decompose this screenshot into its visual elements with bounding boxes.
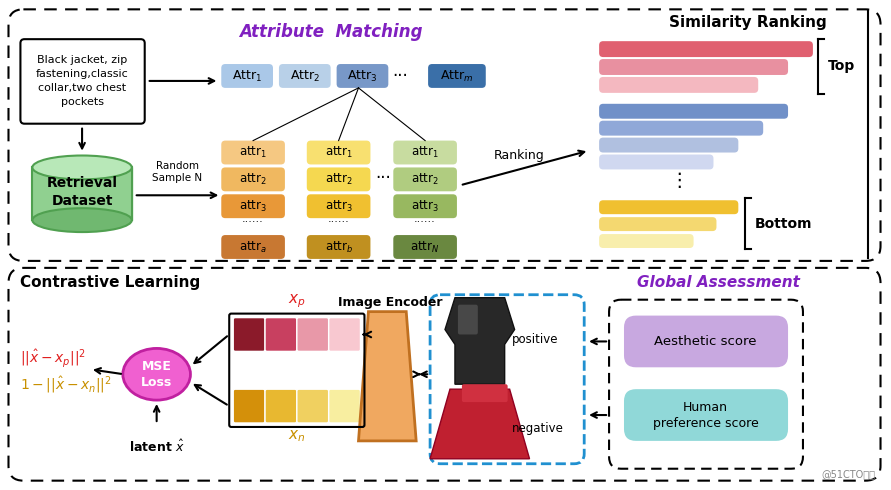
- FancyBboxPatch shape: [599, 138, 739, 152]
- FancyBboxPatch shape: [599, 217, 716, 231]
- Text: Human
preference score: Human preference score: [652, 400, 758, 430]
- FancyBboxPatch shape: [393, 141, 457, 165]
- Text: attr$_3$: attr$_3$: [411, 198, 439, 214]
- Text: Global Assessment: Global Assessment: [637, 275, 800, 290]
- Text: ⋮: ⋮: [669, 171, 689, 190]
- FancyBboxPatch shape: [599, 59, 788, 75]
- FancyBboxPatch shape: [599, 41, 813, 57]
- Text: attr$_3$: attr$_3$: [324, 198, 353, 214]
- Text: Attr$_1$: Attr$_1$: [232, 69, 262, 83]
- Text: Similarity Ranking: Similarity Ranking: [669, 15, 827, 30]
- Text: attr$_N$: attr$_N$: [411, 240, 440, 254]
- Text: Black jacket, zip
fastening,classic
collar,two chest
pockets: Black jacket, zip fastening,classic coll…: [36, 55, 128, 107]
- Text: @51CTO博客: @51CTO博客: [822, 468, 876, 479]
- FancyBboxPatch shape: [624, 389, 788, 441]
- FancyBboxPatch shape: [265, 318, 297, 351]
- Text: $||\hat{x} - x_p||^2$: $||\hat{x} - x_p||^2$: [20, 348, 86, 370]
- Text: attr$_1$: attr$_1$: [239, 145, 267, 160]
- Text: positive: positive: [511, 333, 558, 346]
- Text: Contrastive Learning: Contrastive Learning: [20, 275, 200, 290]
- Text: attr$_1$: attr$_1$: [411, 145, 439, 160]
- FancyBboxPatch shape: [297, 389, 329, 423]
- FancyBboxPatch shape: [307, 168, 371, 191]
- FancyBboxPatch shape: [624, 316, 788, 368]
- Polygon shape: [445, 298, 515, 384]
- FancyBboxPatch shape: [393, 195, 457, 218]
- FancyBboxPatch shape: [599, 200, 739, 214]
- Ellipse shape: [32, 208, 132, 232]
- Text: $1 - ||\hat{x} - x_n||^2$: $1 - ||\hat{x} - x_n||^2$: [20, 374, 112, 394]
- FancyBboxPatch shape: [609, 300, 803, 469]
- FancyBboxPatch shape: [221, 168, 285, 191]
- FancyBboxPatch shape: [233, 318, 265, 351]
- Text: ···: ···: [375, 170, 391, 187]
- FancyBboxPatch shape: [428, 64, 486, 88]
- FancyBboxPatch shape: [297, 318, 329, 351]
- FancyBboxPatch shape: [221, 64, 273, 88]
- FancyBboxPatch shape: [599, 121, 764, 136]
- Text: Bottom: Bottom: [756, 217, 813, 231]
- Text: Top: Top: [828, 59, 855, 73]
- Text: attr$_1$: attr$_1$: [324, 145, 353, 160]
- FancyBboxPatch shape: [9, 9, 880, 261]
- Text: attr$_2$: attr$_2$: [412, 172, 439, 187]
- Ellipse shape: [123, 348, 191, 400]
- Text: Aesthetic score: Aesthetic score: [654, 335, 756, 348]
- FancyBboxPatch shape: [221, 195, 285, 218]
- FancyBboxPatch shape: [393, 235, 457, 259]
- Ellipse shape: [32, 155, 132, 179]
- FancyBboxPatch shape: [221, 141, 285, 165]
- FancyBboxPatch shape: [462, 384, 508, 402]
- Text: Ranking: Ranking: [495, 149, 545, 163]
- FancyBboxPatch shape: [307, 235, 371, 259]
- Text: attr$_2$: attr$_2$: [324, 172, 353, 187]
- Text: Image Encoder: Image Encoder: [338, 295, 443, 309]
- Text: ···: ···: [392, 67, 408, 85]
- FancyBboxPatch shape: [458, 305, 478, 335]
- Text: Random
Sample N: Random Sample N: [152, 161, 202, 183]
- Text: Retrieval
Dataset: Retrieval Dataset: [46, 175, 118, 208]
- FancyBboxPatch shape: [393, 168, 457, 191]
- FancyBboxPatch shape: [599, 77, 758, 93]
- Text: attr$_a$: attr$_a$: [239, 240, 267, 254]
- Text: attr$_2$: attr$_2$: [239, 172, 267, 187]
- FancyBboxPatch shape: [329, 389, 361, 423]
- Text: latent $\hat{x}$: latent $\hat{x}$: [128, 439, 184, 455]
- FancyBboxPatch shape: [32, 168, 132, 220]
- Polygon shape: [430, 389, 529, 459]
- Text: attr$_3$: attr$_3$: [239, 198, 267, 214]
- FancyBboxPatch shape: [430, 294, 584, 464]
- Text: $x_p$: $x_p$: [288, 292, 306, 310]
- Text: negative: negative: [511, 422, 563, 436]
- Polygon shape: [358, 312, 416, 441]
- FancyBboxPatch shape: [279, 64, 331, 88]
- Text: ......: ......: [242, 214, 264, 224]
- Text: Attr$_3$: Attr$_3$: [347, 69, 378, 83]
- Text: MSE
Loss: MSE Loss: [141, 360, 172, 389]
- FancyBboxPatch shape: [9, 268, 880, 481]
- FancyBboxPatch shape: [307, 141, 371, 165]
- Text: Attr$_2$: Attr$_2$: [290, 69, 320, 83]
- FancyBboxPatch shape: [307, 195, 371, 218]
- Text: ......: ......: [414, 214, 436, 224]
- FancyBboxPatch shape: [599, 104, 788, 119]
- FancyBboxPatch shape: [599, 234, 693, 248]
- Text: attr$_b$: attr$_b$: [324, 240, 353, 254]
- FancyBboxPatch shape: [233, 389, 265, 423]
- FancyBboxPatch shape: [265, 389, 297, 423]
- FancyBboxPatch shape: [337, 64, 388, 88]
- FancyBboxPatch shape: [20, 39, 144, 123]
- Text: $x_n$: $x_n$: [288, 428, 306, 443]
- Text: ......: ......: [328, 214, 349, 224]
- FancyBboxPatch shape: [221, 235, 285, 259]
- Text: Attr$_m$: Attr$_m$: [440, 69, 474, 83]
- Text: Attribute  Matching: Attribute Matching: [239, 23, 422, 41]
- FancyBboxPatch shape: [329, 318, 361, 351]
- FancyBboxPatch shape: [599, 154, 714, 170]
